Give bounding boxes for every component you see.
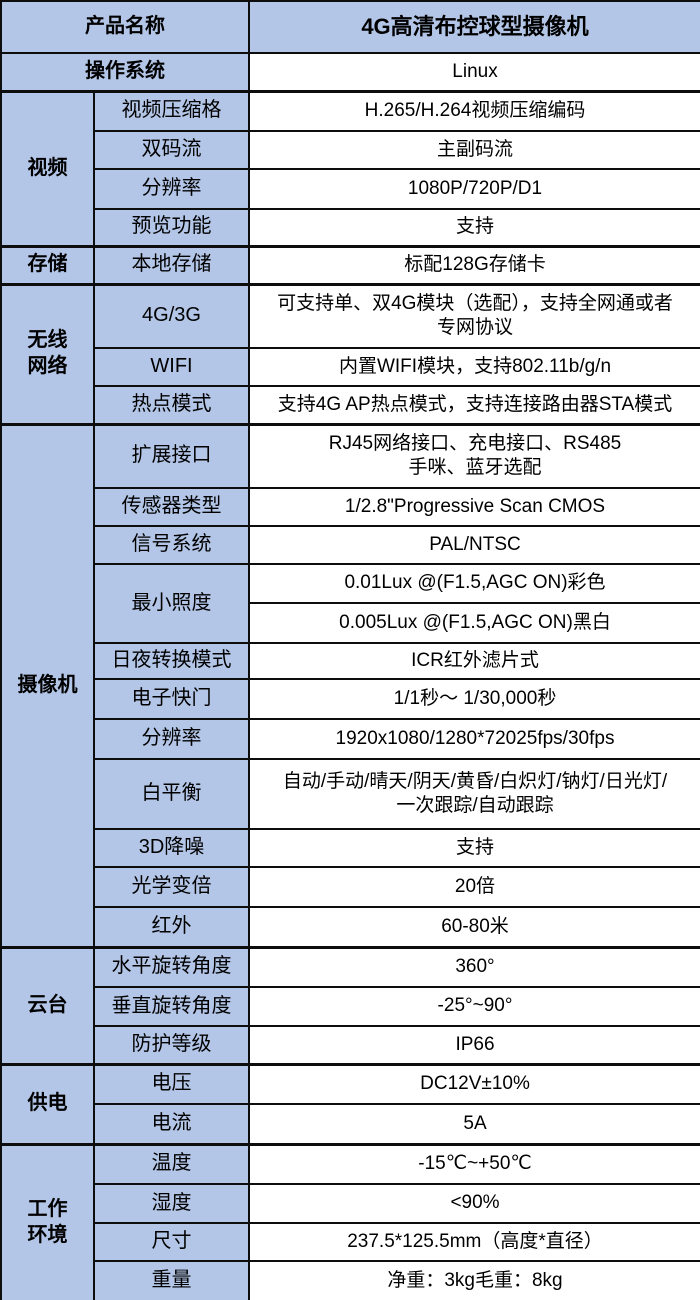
group-power: 供电: [0, 1062, 95, 1145]
spec-label: 本地存储: [93, 244, 250, 285]
spec-value: 1/1秒～ 1/30,000秒: [248, 678, 700, 720]
spec-label: 白平衡: [93, 758, 250, 830]
spec-label: 重量: [93, 1260, 250, 1300]
spec-label: 预览功能: [93, 208, 250, 247]
group-video: 视频: [0, 89, 95, 247]
spec-value: 0.01Lux @(F1.5,AGC ON)彩色: [248, 563, 700, 604]
spec-value: 1920x1080/1280*72025fps/30fps: [248, 718, 700, 760]
spec-value: -25°~90°: [248, 986, 700, 1027]
group-environment: 工作 环境: [0, 1142, 95, 1300]
spec-value: ICR红外滤片式: [248, 642, 700, 680]
spec-value: 360°: [248, 945, 700, 988]
spec-label: WIFI: [93, 347, 250, 387]
spec-label: 电压: [93, 1062, 250, 1105]
spec-value: RJ45网络接口、充电接口、RS485 手咪、蓝牙选配: [248, 422, 700, 489]
spec-label: 分辨率: [93, 168, 250, 210]
spec-value: DC12V±10%: [248, 1062, 700, 1105]
os-value: Linux: [248, 52, 700, 92]
spec-value: 1/2.8"Progressive Scan CMOS: [248, 487, 700, 527]
spec-label: 垂直旋转角度: [93, 986, 250, 1027]
spec-value: 支持: [248, 208, 700, 247]
spec-label: 双码流: [93, 130, 250, 170]
spec-value: -15℃~+50℃: [248, 1142, 700, 1185]
spec-label: 传感器类型: [93, 487, 250, 527]
spec-label: 光学变倍: [93, 866, 250, 908]
spec-value: 净重：3kg毛重：8kg: [248, 1260, 700, 1300]
spec-label: 热点模式: [93, 385, 250, 425]
spec-label: 电子快门: [93, 678, 250, 720]
group-camera: 摄像机: [0, 422, 95, 948]
spec-label: 分辨率: [93, 718, 250, 760]
product-name-label: 产品名称: [0, 0, 250, 54]
group-storage: 存储: [0, 244, 95, 285]
spec-label: 信号系统: [93, 525, 250, 565]
spec-value: 0.005Lux @(F1.5,AGC ON)黑白: [248, 602, 700, 644]
spec-label: 红外: [93, 906, 250, 948]
spec-value: 支持4G AP热点模式，支持连接路由器STA模式: [248, 385, 700, 425]
spec-value: 自动/手动/晴天/阴天/黄昏/白炽灯/钠灯/日光灯/ 一次跟踪/自动跟踪: [248, 758, 700, 830]
spec-value: 标配128G存储卡: [248, 244, 700, 285]
spec-label: 湿度: [93, 1183, 250, 1224]
spec-value: H.265/H.264视频压缩编码: [248, 89, 700, 132]
spec-label: 最小照度: [93, 563, 250, 644]
spec-value: 主副码流: [248, 130, 700, 170]
spec-label: 水平旋转角度: [93, 945, 250, 988]
spec-label: 温度: [93, 1142, 250, 1185]
spec-value: PAL/NTSC: [248, 525, 700, 565]
spec-value: 1080P/720P/D1: [248, 168, 700, 210]
spec-value: 20倍: [248, 866, 700, 908]
spec-label: 电流: [93, 1103, 250, 1145]
spec-value: 内置WIFI模块，支持802.11b/g/n: [248, 347, 700, 387]
product-name-value: 4G高清布控球型摄像机: [248, 0, 700, 54]
spec-value: <90%: [248, 1183, 700, 1224]
spec-label: 视频压缩格: [93, 89, 250, 132]
spec-value: 支持: [248, 828, 700, 868]
spec-label: 防护等级: [93, 1025, 250, 1065]
spec-value: 60-80米: [248, 906, 700, 948]
group-ptz: 云台: [0, 945, 95, 1065]
spec-label: 日夜转换模式: [93, 642, 250, 680]
spec-label: 扩展接口: [93, 422, 250, 489]
spec-value: IP66: [248, 1025, 700, 1065]
spec-value: 5A: [248, 1103, 700, 1145]
spec-label: 尺寸: [93, 1222, 250, 1262]
spec-label: 3D降噪: [93, 828, 250, 868]
os-label: 操作系统: [0, 52, 250, 92]
spec-label: 4G/3G: [93, 282, 250, 349]
group-wireless: 无线 网络: [0, 282, 95, 425]
spec-value: 237.5*125.5mm（高度*直径）: [248, 1222, 700, 1262]
spec-value: 可支持单、双4G模块（选配），支持全网通或者 专网协议: [248, 282, 700, 349]
